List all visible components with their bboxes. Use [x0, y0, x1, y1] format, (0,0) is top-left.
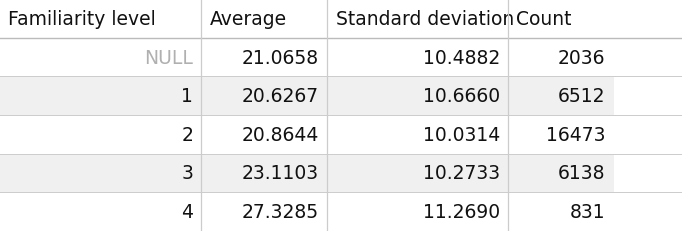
Text: 20.6267: 20.6267: [242, 87, 319, 106]
Bar: [201, 0, 327, 39]
Text: 27.3285: 27.3285: [242, 202, 319, 221]
Text: 10.4882: 10.4882: [423, 48, 500, 67]
Bar: [327, 0, 508, 39]
Bar: [508, 154, 614, 192]
Text: 6512: 6512: [558, 87, 606, 106]
Bar: [327, 154, 508, 192]
Bar: [201, 192, 327, 231]
Text: 23.1103: 23.1103: [242, 164, 319, 183]
Bar: [508, 192, 614, 231]
Bar: [0, 192, 201, 231]
Text: 2: 2: [181, 125, 193, 144]
Bar: [201, 39, 327, 77]
Bar: [0, 39, 201, 77]
Bar: [201, 77, 327, 116]
Text: 10.2733: 10.2733: [423, 164, 500, 183]
Bar: [327, 116, 508, 154]
Bar: [0, 77, 201, 116]
Text: 3: 3: [181, 164, 193, 183]
Text: 10.6660: 10.6660: [423, 87, 500, 106]
Bar: [327, 192, 508, 231]
Bar: [508, 0, 614, 39]
Text: 20.8644: 20.8644: [242, 125, 319, 144]
Bar: [327, 39, 508, 77]
Text: 10.0314: 10.0314: [423, 125, 500, 144]
Text: Count: Count: [516, 10, 572, 29]
Bar: [0, 0, 201, 39]
Text: Standard deviation: Standard deviation: [336, 10, 514, 29]
Bar: [327, 77, 508, 116]
Bar: [508, 116, 614, 154]
Bar: [508, 39, 614, 77]
Bar: [0, 116, 201, 154]
Text: 2036: 2036: [558, 48, 606, 67]
Bar: [0, 154, 201, 192]
Text: Average: Average: [209, 10, 286, 29]
Text: NULL: NULL: [144, 48, 193, 67]
Text: 16473: 16473: [546, 125, 606, 144]
Bar: [508, 77, 614, 116]
Text: 11.2690: 11.2690: [423, 202, 500, 221]
Text: 831: 831: [570, 202, 606, 221]
Bar: [201, 116, 327, 154]
Text: 6138: 6138: [558, 164, 606, 183]
Text: 4: 4: [181, 202, 193, 221]
Text: Familiarity level: Familiarity level: [8, 10, 156, 29]
Text: 21.0658: 21.0658: [242, 48, 319, 67]
Bar: [201, 154, 327, 192]
Text: 1: 1: [181, 87, 193, 106]
